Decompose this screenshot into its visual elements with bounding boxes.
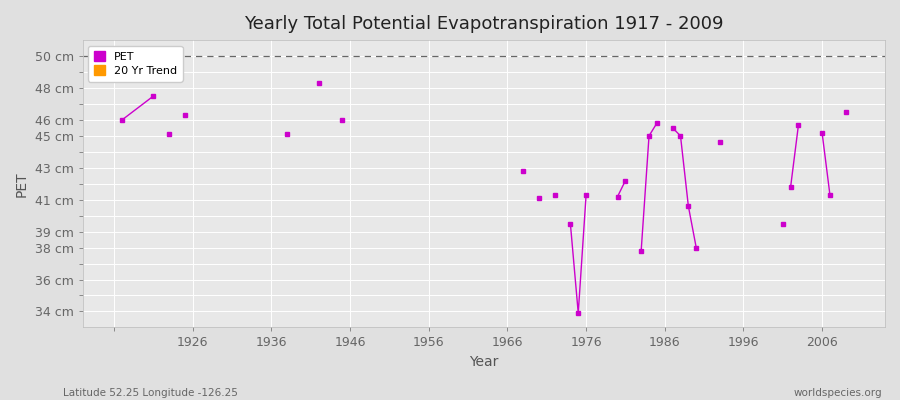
Y-axis label: PET: PET: [15, 171, 29, 196]
Legend: PET, 20 Yr Trend: PET, 20 Yr Trend: [88, 46, 183, 82]
Title: Yearly Total Potential Evapotranspiration 1917 - 2009: Yearly Total Potential Evapotranspiratio…: [244, 15, 724, 33]
X-axis label: Year: Year: [469, 355, 499, 369]
Text: worldspecies.org: worldspecies.org: [794, 388, 882, 398]
Text: Latitude 52.25 Longitude -126.25: Latitude 52.25 Longitude -126.25: [63, 388, 238, 398]
